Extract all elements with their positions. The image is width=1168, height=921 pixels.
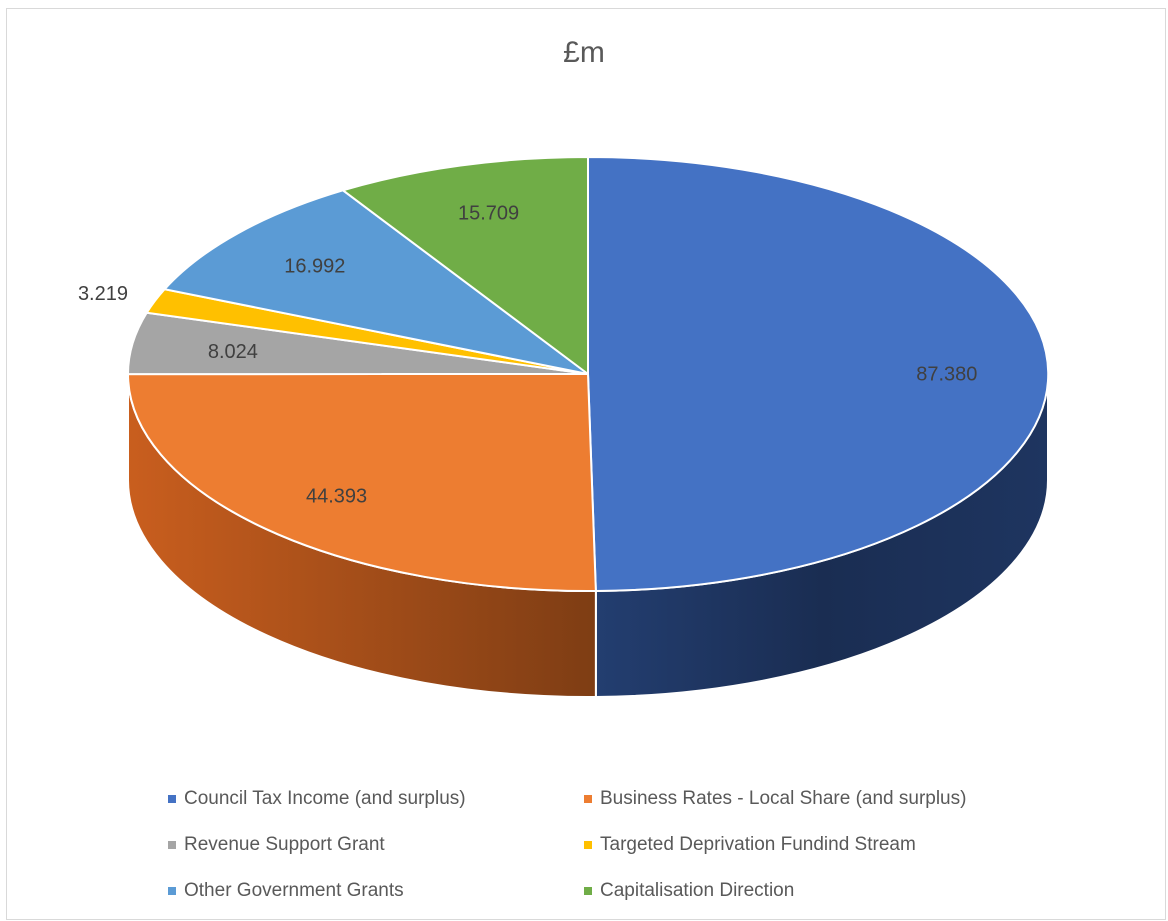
data-label-3: 3.219: [78, 283, 128, 305]
pie-slice-5: [340, 155, 589, 376]
legend-item-5: Capitalisation Direction: [584, 880, 794, 902]
data-label-2: 8.024: [208, 341, 258, 363]
legend-swatch: [168, 887, 176, 895]
legend-swatch: [584, 841, 592, 849]
legend-item-0: Council Tax Income (and surplus): [168, 788, 466, 810]
legend-label: Business Rates - Local Share (and surplu…: [600, 788, 967, 809]
legend-item-2: Revenue Support Grant: [168, 834, 385, 856]
chart-title: £m: [563, 36, 605, 69]
legend-swatch: [584, 795, 592, 803]
legend-label: Council Tax Income (and surplus): [184, 788, 466, 809]
legend-item-4: Other Government Grants: [168, 880, 404, 902]
data-label-5: 15.709: [458, 202, 519, 224]
legend-swatch: [168, 841, 176, 849]
pie-slice-1: [126, 372, 597, 592]
legend-label: Other Government Grants: [184, 880, 404, 901]
data-label-1: 44.393: [306, 486, 367, 508]
data-label-4: 16.992: [284, 255, 345, 277]
legend-swatch: [584, 887, 592, 895]
legend-item-1: Business Rates - Local Share (and surplu…: [584, 788, 966, 810]
pie-slices: [126, 155, 1050, 592]
legend-label: Capitalisation Direction: [600, 880, 795, 901]
legend-label: Revenue Support Grant: [184, 834, 385, 855]
legend-swatch: [168, 795, 176, 803]
data-labels: 87.380 44.393 8.024 3.219 16.992 15.709: [78, 202, 977, 507]
data-label-0: 87.380: [916, 364, 977, 386]
pie-slice-4: [162, 189, 589, 375]
legend-item-3: Targeted Deprivation Fundind Stream: [584, 834, 916, 856]
pie-slice-0: [587, 155, 1050, 592]
legend-label: Targeted Deprivation Fundind Stream: [600, 834, 916, 855]
